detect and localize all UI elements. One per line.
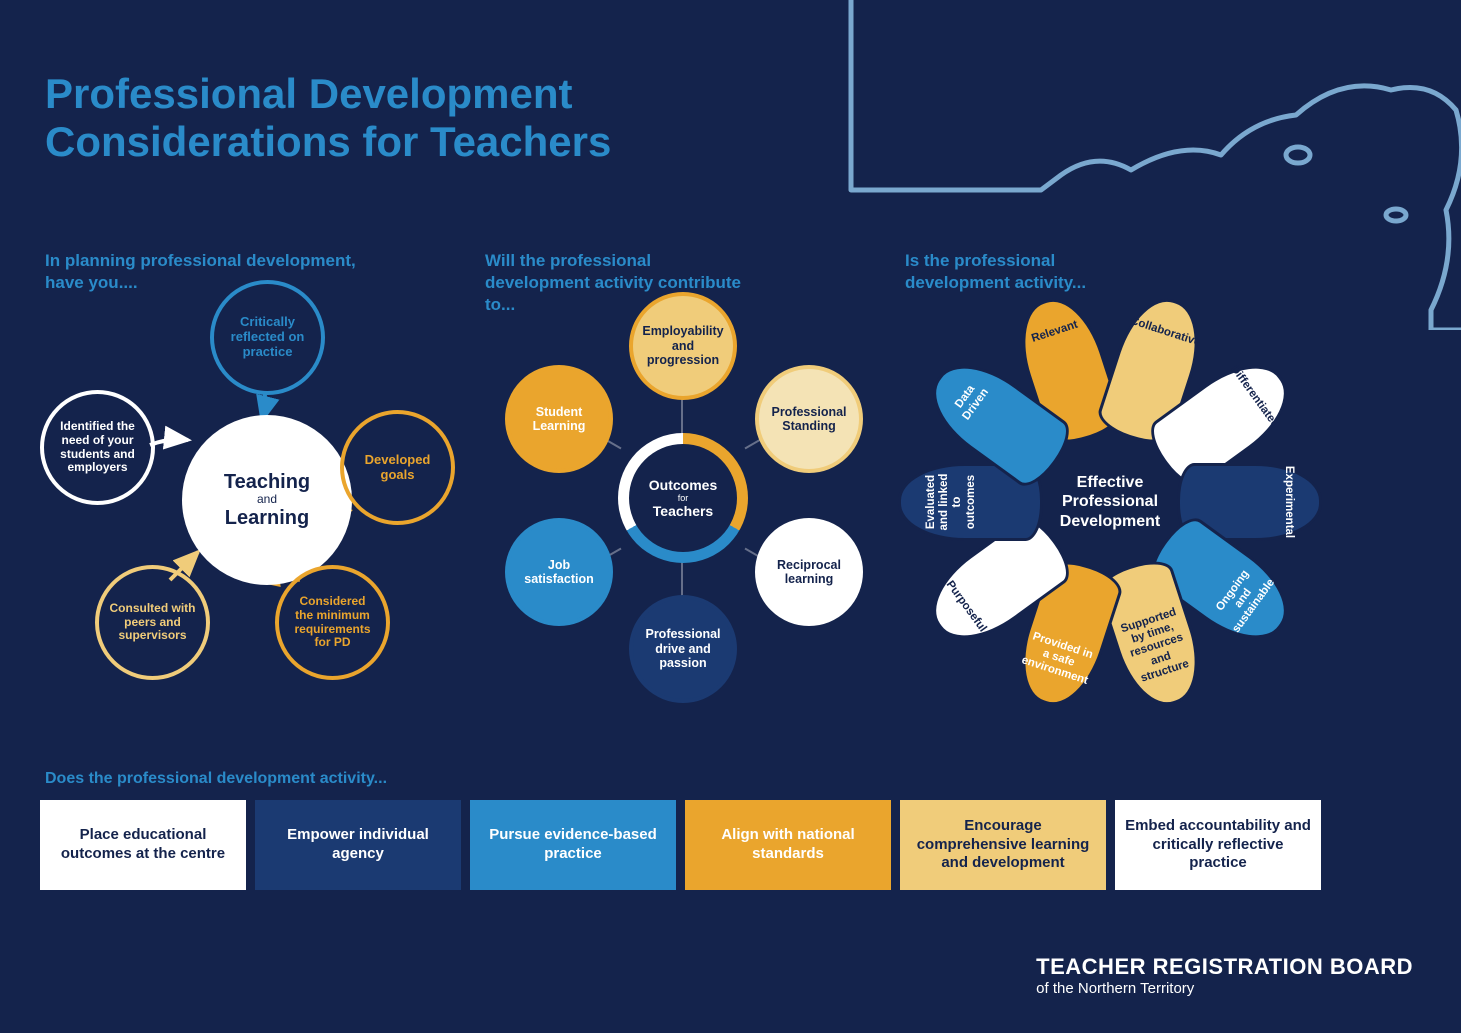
bottom-box-0: Place educational outcomes at the centre	[40, 800, 246, 890]
section1-diagram: Teaching and Learning Critically reflect…	[40, 280, 470, 710]
s1-sat-right: Developed goals	[340, 410, 455, 525]
petal-label-6: Provided in a safe environment	[1014, 628, 1103, 691]
s2-center-top: Outcomes	[649, 477, 717, 493]
s1-center-mid: and	[224, 493, 310, 506]
petal-label-8: Evaluated and linked to outcomes	[925, 466, 978, 538]
footer-org-sub: of the Northern Territory	[1036, 980, 1413, 997]
bottom-box-1: Empower individual agency	[255, 800, 461, 890]
s2-sat-top-left: Student Learning	[505, 365, 613, 473]
s1-sat-top: Critically reflected on practice	[210, 280, 325, 395]
petal-label-3: Experimental	[1282, 460, 1295, 544]
s2-sat-bottom-left: Job satisfaction	[505, 518, 613, 626]
bottom-box-4: Encourage comprehensive learning and dev…	[900, 800, 1106, 890]
s2-sat-bottom: Professional drive and passion	[629, 595, 737, 703]
bottom-box-5: Embed accountability and critically refl…	[1115, 800, 1321, 890]
s2-sat-top: Employability and progression	[629, 292, 737, 400]
section3-center: Effective Professional Development	[1045, 437, 1175, 567]
s1-sat-left: Identified the need of your students and…	[40, 390, 155, 505]
s1-center-bottom: Learning	[225, 507, 309, 529]
petal-label-2: Differentiated	[1224, 358, 1285, 435]
bottom-prompt: Does the professional development activi…	[45, 770, 387, 788]
title-line-2: Considerations for Teachers	[45, 118, 611, 165]
section2-diagram: Outcomes for Teachers Employability and …	[475, 280, 895, 710]
title-line-1: Professional Development	[45, 70, 572, 117]
s1-sat-bottom-left: Consulted with peers and supervisors	[95, 565, 210, 680]
page-title: Professional Development Considerations …	[45, 70, 611, 167]
section1-center: Teaching and Learning	[182, 415, 352, 585]
s2-center-bottom: Teachers	[653, 503, 713, 519]
s2-sat-top-right: Professional Standing	[755, 365, 863, 473]
bottom-box-3: Align with national standards	[685, 800, 891, 890]
petal-label-1: Collaborative	[1123, 313, 1208, 352]
petal-label-0: Relevant	[1024, 317, 1085, 348]
petal-label-5: Supported by time, resources and structu…	[1113, 604, 1202, 689]
section3-diagram: Relevant Collaborative Differentiated Exper…	[895, 280, 1325, 710]
footer-org-name: TEACHER REGISTRATION BOARD	[1036, 954, 1413, 980]
petal-label-9: Data Driven	[939, 364, 1003, 438]
footer: TEACHER REGISTRATION BOARD of the Northe…	[1036, 954, 1413, 997]
s1-center-top: Teaching	[224, 471, 310, 493]
s1-sat-bottom-right: Considered the minimum requirements for …	[275, 565, 390, 680]
s2-sat-right: Reciprocal learning	[755, 518, 863, 626]
section2-center: Outcomes for Teachers	[629, 444, 737, 552]
s2-center-mid: for	[678, 493, 689, 503]
petal-label-4: Ongoing and sustainable	[1205, 557, 1281, 641]
petal-label-7: Purposeful	[939, 574, 992, 640]
bottom-box-2: Pursue evidence-based practice	[470, 800, 676, 890]
bottom-boxes-row: Place educational outcomes at the centre…	[40, 800, 1321, 890]
